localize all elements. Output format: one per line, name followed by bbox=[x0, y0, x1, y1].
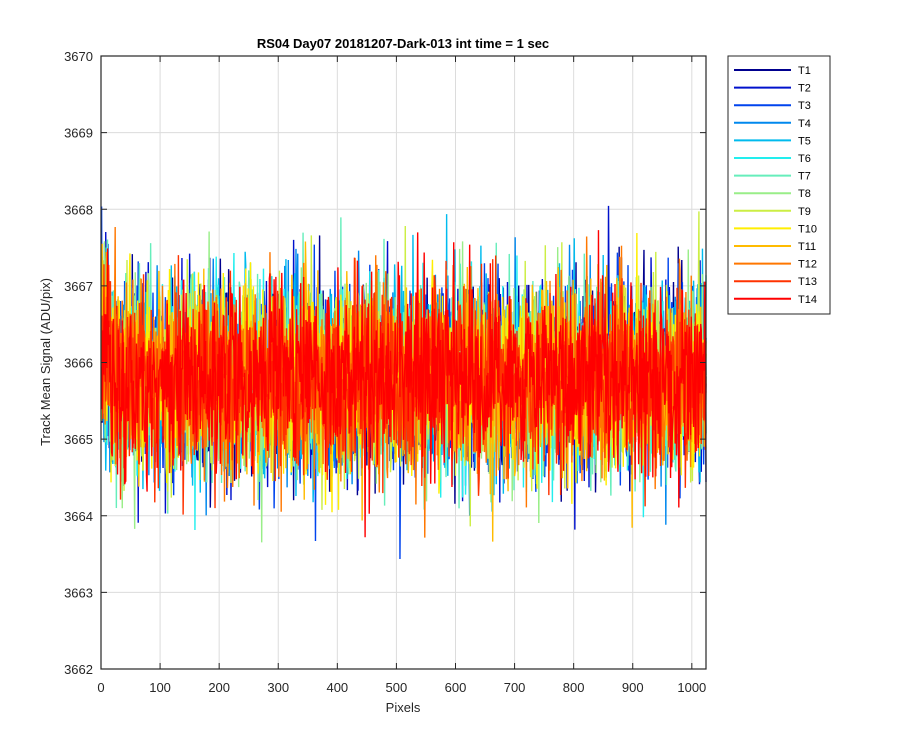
series-line-t14 bbox=[100, 230, 707, 538]
x-tick-label: 800 bbox=[563, 680, 585, 695]
legend-label: T1 bbox=[798, 65, 811, 77]
legend-entry-t6: T6 bbox=[734, 153, 811, 165]
x-axis-label: Pixels bbox=[386, 700, 421, 715]
legend-box bbox=[727, 55, 831, 315]
y-tick-label: 3665 bbox=[64, 432, 93, 447]
legend-entry-t10: T10 bbox=[734, 223, 817, 235]
series-group bbox=[100, 205, 707, 560]
legend-entry-t12: T12 bbox=[734, 259, 817, 271]
x-tick-label: 1000 bbox=[677, 680, 706, 695]
x-tick-label: 400 bbox=[326, 680, 348, 695]
legend-entry-t11: T11 bbox=[734, 241, 816, 253]
legend-entry-t14: T14 bbox=[734, 294, 817, 306]
legend-label: T6 bbox=[798, 153, 811, 165]
y-tick-label: 3668 bbox=[64, 202, 93, 217]
legend-entry-t13: T13 bbox=[734, 276, 817, 288]
legend-label: T7 bbox=[798, 171, 811, 183]
legend-label: T5 bbox=[798, 135, 811, 147]
x-axis: 0 100 200 300 400 500 600 700 800 900 1000 bbox=[97, 56, 706, 695]
legend-label: T14 bbox=[798, 294, 817, 306]
x-tick-label: 700 bbox=[504, 680, 526, 695]
y-axis-label: Track Mean Signal (ADU/pix) bbox=[38, 278, 53, 446]
legend-label: T4 bbox=[798, 118, 811, 130]
y-tick-label: 3667 bbox=[64, 279, 93, 294]
legend-label: T10 bbox=[798, 223, 817, 235]
legend-label: T11 bbox=[798, 241, 816, 253]
legend-entry-t5: T5 bbox=[734, 135, 811, 147]
y-tick-label: 3662 bbox=[64, 662, 93, 677]
y-tick-label: 3663 bbox=[64, 585, 93, 600]
legend-entry-t2: T2 bbox=[734, 83, 811, 95]
x-tick-label: 300 bbox=[267, 680, 289, 695]
legend-entry-t7: T7 bbox=[734, 171, 811, 183]
legend-entry-t9: T9 bbox=[734, 206, 811, 218]
legend-label: T2 bbox=[798, 83, 811, 95]
y-tick-label: 3669 bbox=[64, 126, 93, 141]
y-tick-label: 3670 bbox=[64, 49, 93, 64]
x-tick-label: 100 bbox=[149, 680, 171, 695]
legend-label: T12 bbox=[798, 259, 817, 271]
x-tick-label: 200 bbox=[208, 680, 230, 695]
legend-entry-t1: T1 bbox=[734, 65, 811, 77]
chart-title: RS04 Day07 20181207-Dark-013 int time = … bbox=[257, 36, 549, 51]
y-tick-label: 3664 bbox=[64, 509, 93, 524]
legend-label: T9 bbox=[798, 206, 811, 218]
legend-entry-t8: T8 bbox=[734, 188, 811, 200]
legend-entry-t4: T4 bbox=[734, 118, 811, 130]
legend: T1 T2 T3 T4 T5 T6 T7 T8 T9 T10 T11 T12 T13 T14 bbox=[727, 55, 831, 315]
legend-label: T3 bbox=[798, 100, 811, 112]
legend-label: T8 bbox=[798, 188, 811, 200]
x-tick-label: 900 bbox=[622, 680, 644, 695]
legend-entry-t3: T3 bbox=[734, 100, 811, 112]
x-tick-label: 0 bbox=[97, 680, 104, 695]
legend-label: T13 bbox=[798, 276, 817, 288]
x-tick-label: 500 bbox=[386, 680, 408, 695]
y-axis: 3662 3663 3664 3665 3666 3667 3668 3669 3670 bbox=[64, 49, 706, 677]
x-tick-label: 600 bbox=[445, 680, 467, 695]
y-tick-label: 3666 bbox=[64, 356, 93, 371]
